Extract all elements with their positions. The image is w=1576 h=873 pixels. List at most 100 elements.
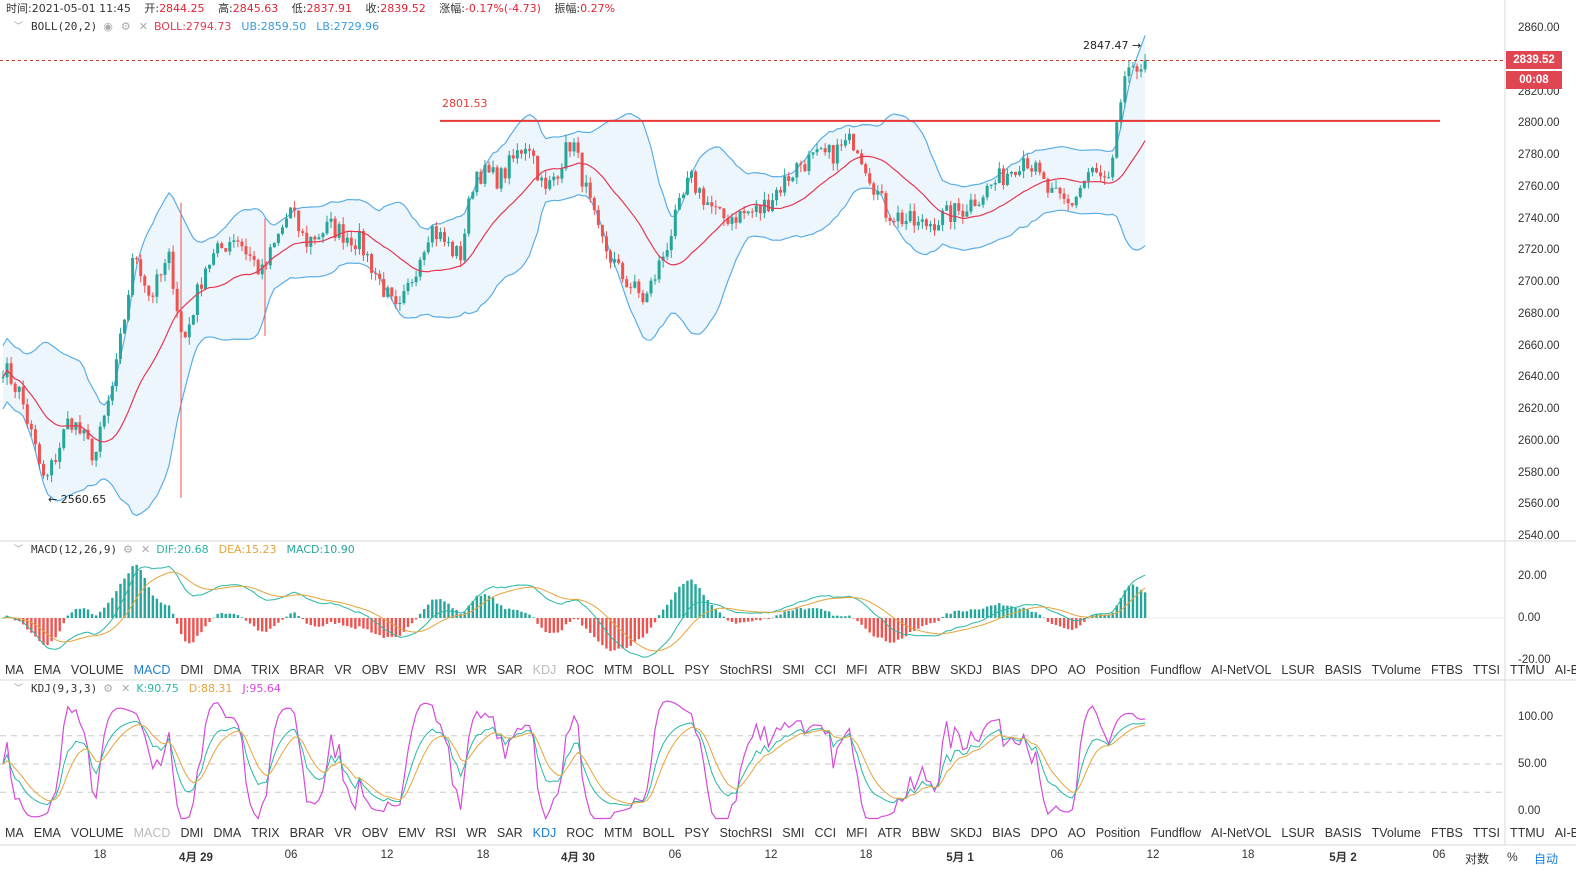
indicator-tab-ttmu[interactable]: TTMU — [1509, 826, 1545, 840]
indicator-tab-bias[interactable]: BIAS — [992, 826, 1021, 840]
indicator-tab-brar[interactable]: BRAR — [289, 663, 325, 677]
time-axis[interactable]: 18 4月 29 06 12 18 4月 30 06 12 18 5月 1 06 12 18 5月 2 06 — [0, 846, 1576, 866]
close-icon[interactable]: ✕ — [140, 543, 151, 556]
indicator-tab-position[interactable]: Position — [1095, 663, 1141, 677]
indicator-tab-dpo[interactable]: DPO — [1030, 663, 1058, 677]
collapse-icon[interactable]: ﹀ — [14, 684, 24, 694]
indicator-tab-wr[interactable]: WR — [466, 826, 487, 840]
indicator-tab-macd[interactable]: MACD — [133, 826, 171, 840]
indicator-tab-ma[interactable]: MA — [5, 663, 24, 677]
time-axis-label: 18 — [93, 849, 107, 861]
indicator-tab-bias[interactable]: BIAS — [992, 663, 1021, 677]
indicator-tab-sar[interactable]: SAR — [496, 826, 523, 840]
indicator-tab-tvolume[interactable]: TVolume — [1371, 826, 1421, 840]
indicator-tab-basis[interactable]: BASIS — [1324, 826, 1362, 840]
indicator-tab-psy[interactable]: PSY — [684, 826, 710, 840]
log-scale-toggle[interactable]: 对数 — [1465, 852, 1490, 866]
indicator-tab-cci[interactable]: CCI — [814, 663, 837, 677]
indicator-tab-ai-bsi[interactable]: AI-BSI — [1554, 663, 1576, 677]
indicator-tab-macd[interactable]: MACD — [133, 663, 171, 677]
indicator-tab-trix[interactable]: TRIX — [251, 663, 280, 677]
indicator-tab-boll[interactable]: BOLL — [642, 826, 675, 840]
indicator-tab-dpo[interactable]: DPO — [1030, 826, 1058, 840]
indicator-tab-stochrsi[interactable]: StochRSI — [719, 663, 773, 677]
indicator-tab-trix[interactable]: TRIX — [251, 826, 280, 840]
close-icon[interactable]: ✕ — [138, 20, 148, 33]
indicator-tab-emv[interactable]: EMV — [398, 826, 426, 840]
indicator-tab-fundflow[interactable]: Fundflow — [1150, 826, 1201, 840]
indicator-tab-rsi[interactable]: RSI — [435, 663, 457, 677]
indicator-tab-smi[interactable]: SMI — [782, 663, 805, 677]
indicator-tab-fundflow[interactable]: Fundflow — [1150, 663, 1201, 677]
indicator-tab-dma[interactable]: DMA — [213, 663, 242, 677]
indicator-tab-dmi[interactable]: DMI — [180, 663, 204, 677]
indicator-tab-cci[interactable]: CCI — [814, 826, 837, 840]
indicator-tab-ema[interactable]: EMA — [33, 663, 61, 677]
indicator-tab-vr[interactable]: VR — [334, 826, 352, 840]
indicator-tab-ftbs[interactable]: FTBS — [1430, 663, 1463, 677]
indicator-tab-skdj[interactable]: SKDJ — [950, 826, 983, 840]
indicator-tab-roc[interactable]: ROC — [566, 826, 595, 840]
macd-histogram-bar — [378, 618, 381, 636]
indicator-tab-atr[interactable]: ATR — [877, 826, 902, 840]
indicator-tab-rsi[interactable]: RSI — [435, 826, 457, 840]
indicator-tab-brar[interactable]: BRAR — [289, 826, 325, 840]
indicator-tab-obv[interactable]: OBV — [361, 663, 389, 677]
indicator-tab-wr[interactable]: WR — [466, 663, 487, 677]
indicator-tab-obv[interactable]: OBV — [361, 826, 389, 840]
indicator-tab-smi[interactable]: SMI — [782, 826, 805, 840]
indicator-tab-ai-netvol[interactable]: AI-NetVOL — [1210, 663, 1272, 677]
percent-scale-toggle[interactable]: % — [1507, 850, 1518, 864]
collapse-icon[interactable]: ﹀ — [14, 545, 24, 555]
indicator-tab-ftbs[interactable]: FTBS — [1430, 826, 1463, 840]
indicator-tab-dmi[interactable]: DMI — [180, 826, 204, 840]
indicator-tab-ao[interactable]: AO — [1067, 663, 1086, 677]
indicator-tab-basis[interactable]: BASIS — [1324, 663, 1362, 677]
indicator-tab-dma[interactable]: DMA — [213, 826, 242, 840]
indicator-tab-boll[interactable]: BOLL — [642, 663, 675, 677]
indicator-tab-bbw[interactable]: BBW — [911, 663, 941, 677]
indicator-tab-volume[interactable]: VOLUME — [70, 826, 124, 840]
indicator-tab-tvolume[interactable]: TVolume — [1371, 663, 1421, 677]
indicator-tab-lsur[interactable]: LSUR — [1281, 826, 1315, 840]
indicator-tab-roc[interactable]: ROC — [566, 663, 595, 677]
candle-body — [941, 210, 945, 226]
indicator-tab-mtm[interactable]: MTM — [604, 663, 633, 677]
indicator-tab-sar[interactable]: SAR — [496, 663, 523, 677]
eye-icon[interactable]: ◉ — [103, 20, 113, 33]
indicator-tab-skdj[interactable]: SKDJ — [950, 663, 983, 677]
indicator-tab-lsur[interactable]: LSUR — [1281, 663, 1315, 677]
indicator-tab-ema[interactable]: EMA — [33, 826, 61, 840]
collapse-icon[interactable]: ﹀ — [14, 22, 24, 32]
macd-histogram-bar — [38, 618, 41, 642]
indicator-tab-ai-netvol[interactable]: AI-NetVOL — [1210, 826, 1272, 840]
indicator-tab-ai-bsi[interactable]: AI-BSI — [1554, 826, 1576, 840]
indicator-tab-bbw[interactable]: BBW — [911, 826, 941, 840]
indicator-tab-psy[interactable]: PSY — [684, 663, 710, 677]
hline-label[interactable]: 2801.53 — [442, 97, 488, 110]
indicator-tab-mfi[interactable]: MFI — [846, 663, 868, 677]
indicator-tab-kdj[interactable]: KDJ — [532, 826, 557, 840]
indicator-tab-mtm[interactable]: MTM — [604, 826, 633, 840]
indicator-tab-ma[interactable]: MA — [5, 826, 24, 840]
auto-scale-toggle[interactable]: 自动 — [1534, 852, 1559, 866]
indicator-tab-kdj[interactable]: KDJ — [532, 663, 557, 677]
close-icon[interactable]: ✕ — [121, 682, 131, 695]
indicator-tab-ao[interactable]: AO — [1067, 826, 1086, 840]
indicator-tab-emv[interactable]: EMV — [398, 663, 426, 677]
macd-histogram-bar — [103, 607, 106, 618]
indicator-tab-stochrsi[interactable]: StochRSI — [719, 826, 773, 840]
indicator-tab-atr[interactable]: ATR — [877, 663, 902, 677]
indicator-tab-ttmu[interactable]: TTMU — [1509, 663, 1545, 677]
indicator-tab-position[interactable]: Position — [1095, 826, 1141, 840]
indicator-tab-ttsi[interactable]: TTSI — [1472, 826, 1500, 840]
settings-icon[interactable]: ⚙ — [103, 682, 114, 695]
settings-icon[interactable]: ⚙ — [120, 20, 131, 33]
indicator-tab-volume[interactable]: VOLUME — [70, 663, 124, 677]
indicator-tab-mfi[interactable]: MFI — [846, 826, 868, 840]
settings-icon[interactable]: ⚙ — [123, 543, 133, 556]
indicator-tab-ttsi[interactable]: TTSI — [1472, 663, 1500, 677]
indicator-tab-vr[interactable]: VR — [334, 663, 352, 677]
candle-body — [852, 133, 855, 151]
